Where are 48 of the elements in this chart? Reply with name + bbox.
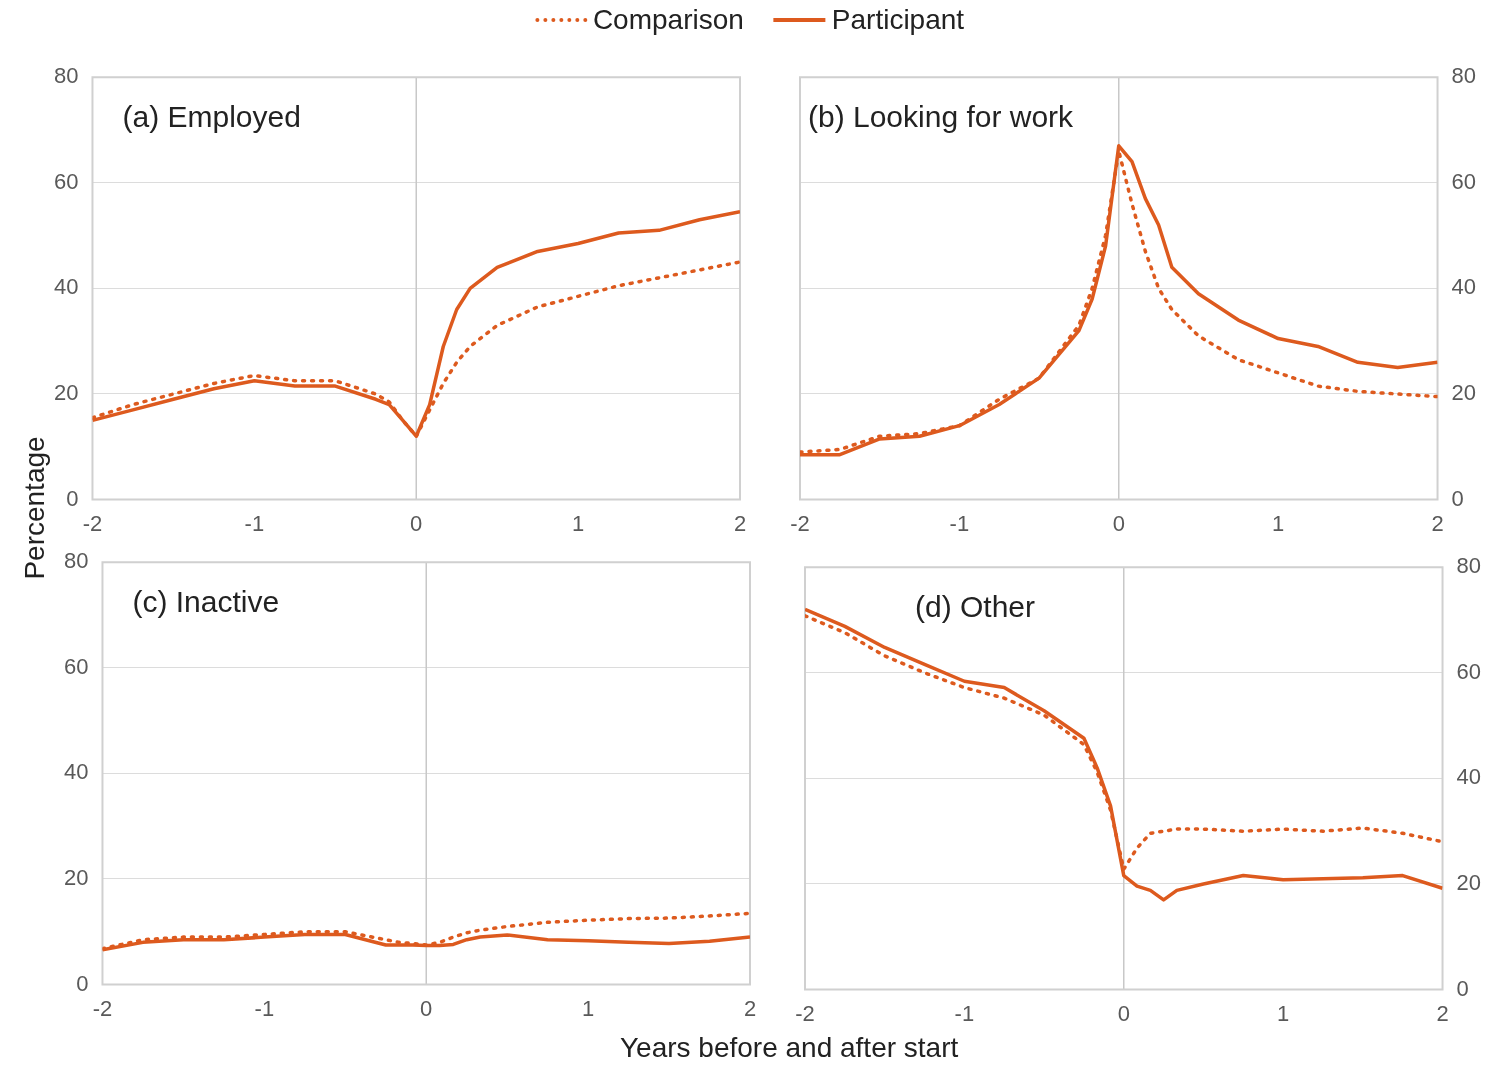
y-tick-label: 40 bbox=[53, 274, 79, 300]
legend-label: Comparison bbox=[592, 4, 744, 36]
x-tick-label: -1 bbox=[254, 995, 275, 1021]
x-tick-label: 0 bbox=[420, 995, 433, 1021]
text: (c) Inactive bbox=[132, 585, 280, 619]
y2-tick-label: 60 bbox=[1456, 658, 1482, 684]
y-tick-label: 40 bbox=[63, 759, 89, 785]
y2-tick-label: 0 bbox=[1451, 485, 1464, 511]
y-tick-label: 0 bbox=[66, 485, 79, 511]
y2-tick-label: 20 bbox=[1456, 870, 1482, 896]
y-axis-title: Percentage bbox=[19, 435, 51, 582]
y-tick-label: 60 bbox=[63, 653, 89, 679]
x-tick-label: 0 bbox=[1112, 510, 1125, 536]
y-tick-label: 80 bbox=[53, 63, 79, 89]
x-tick-label: -2 bbox=[82, 510, 103, 536]
x-tick-label: 2 bbox=[1431, 510, 1444, 536]
x-tick-label: -2 bbox=[795, 1000, 815, 1026]
y2-tick-label: 20 bbox=[1451, 380, 1477, 406]
x-tick-label: -2 bbox=[790, 510, 810, 536]
y2-tick-label: 40 bbox=[1456, 764, 1482, 790]
y-tick-label: 0 bbox=[76, 970, 89, 996]
x-tick-label: 1 bbox=[571, 510, 585, 536]
x-axis-title: Years before and after start bbox=[620, 1032, 959, 1064]
y2-tick-label: 80 bbox=[1451, 63, 1477, 89]
y-tick-label: 80 bbox=[63, 548, 89, 574]
y2-tick-label: 0 bbox=[1456, 975, 1469, 1001]
text: (b) Looking for work bbox=[808, 100, 1075, 134]
y-tick-label: 20 bbox=[63, 865, 89, 891]
y2-tick-label: 60 bbox=[1451, 168, 1477, 194]
x-tick-label: 1 bbox=[1277, 1000, 1290, 1026]
x-tick-label: 0 bbox=[1117, 1000, 1130, 1026]
x-tick-label: 2 bbox=[1436, 1000, 1449, 1026]
x-tick-label: 1 bbox=[1272, 510, 1285, 536]
y-tick-label: 60 bbox=[53, 168, 79, 194]
x-tick-label: -1 bbox=[949, 510, 970, 536]
text: (d) Other bbox=[915, 590, 1036, 624]
x-tick-label: -2 bbox=[92, 995, 113, 1021]
text: (a) Employed bbox=[122, 100, 301, 134]
x-tick-label: 2 bbox=[743, 995, 757, 1021]
x-tick-label: -1 bbox=[954, 1000, 975, 1026]
x-tick-label: 2 bbox=[733, 510, 747, 536]
x-tick-label: 1 bbox=[581, 995, 595, 1021]
y2-tick-label: 40 bbox=[1451, 274, 1477, 300]
x-tick-label: 0 bbox=[410, 510, 423, 536]
y2-tick-label: 80 bbox=[1456, 553, 1482, 579]
y-tick-label: 20 bbox=[53, 380, 79, 406]
legend-label: Participant bbox=[831, 4, 965, 36]
x-tick-label: -1 bbox=[244, 510, 265, 536]
